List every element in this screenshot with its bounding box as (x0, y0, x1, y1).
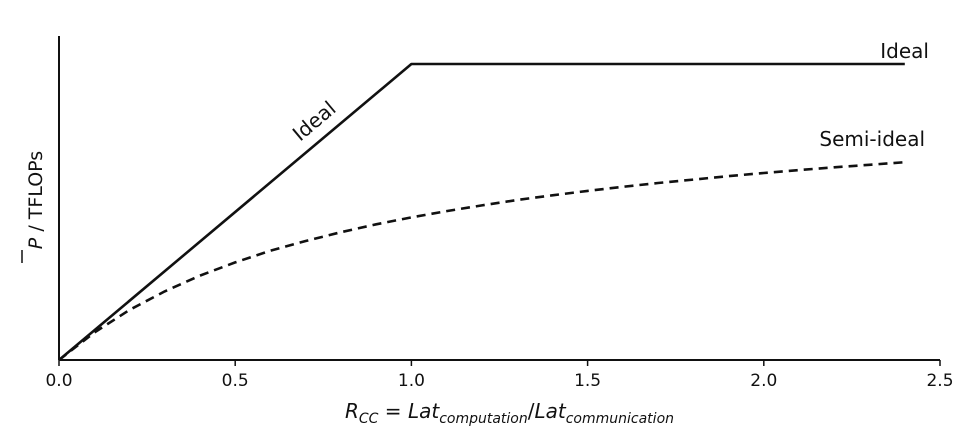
ideal-flat-label: Ideal (880, 39, 929, 63)
x-axis-ticks: 0.0 0.5 1.0 1.5 2.0 2.5 (45, 360, 954, 391)
x-title-base: R (345, 399, 359, 423)
x-tick-label: 2.5 (926, 371, 953, 391)
y-axis-title: P / TFLOPs (21, 151, 47, 263)
x-title-num: Lat (408, 399, 440, 423)
series-line-semi-ideal (58, 160, 905, 362)
x-title-sub: CC (359, 411, 379, 427)
series-line-ideal (58, 62, 905, 361)
x-tick-label: 2.0 (750, 371, 777, 391)
x-title-slash: / (528, 399, 535, 423)
svg-text:P / TFLOPs: P / TFLOPs (25, 151, 47, 249)
x-tick-label: 0.0 (45, 371, 72, 391)
x-title-eq: = (378, 399, 407, 423)
x-tick-label: 0.5 (222, 371, 249, 391)
x-tick-label: 1.5 (574, 371, 601, 391)
semi-ideal-label: Semi-ideal (819, 127, 925, 151)
x-title-num-sub: computation (439, 411, 528, 427)
y-title-symbol: P (25, 237, 47, 249)
ideal-slope-label: Ideal (288, 96, 341, 146)
x-axis-title: RCC = Latcomputation/Latcommunication (345, 399, 674, 427)
plot-lines (58, 62, 905, 362)
x-title-den: Lat (534, 399, 566, 423)
x-tick-label: 1.0 (398, 371, 425, 391)
x-title-den-sub: communication (566, 411, 674, 427)
y-title-unit: / TFLOPs (25, 151, 47, 238)
